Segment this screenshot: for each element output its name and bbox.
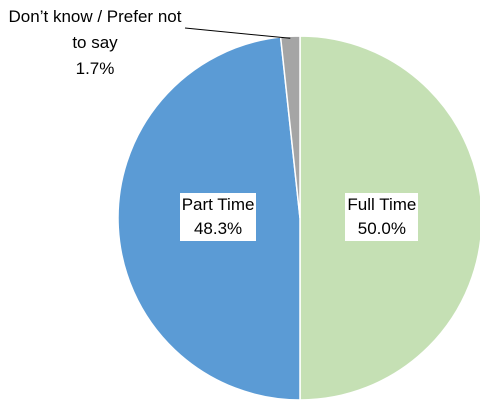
leader-line [184,27,291,39]
category-label: Full Time [347,195,417,214]
slice-label: Full Time 50.0% [345,193,419,241]
value-label: 48.3% [193,219,243,238]
category-label: Part Time [181,195,255,214]
slice-label: Part Time 48.3% [179,193,257,241]
value-label: 1.7% [75,59,115,78]
value-label: 50.0% [357,219,406,238]
category-label: Don’t know / Prefer not to say [8,7,182,52]
